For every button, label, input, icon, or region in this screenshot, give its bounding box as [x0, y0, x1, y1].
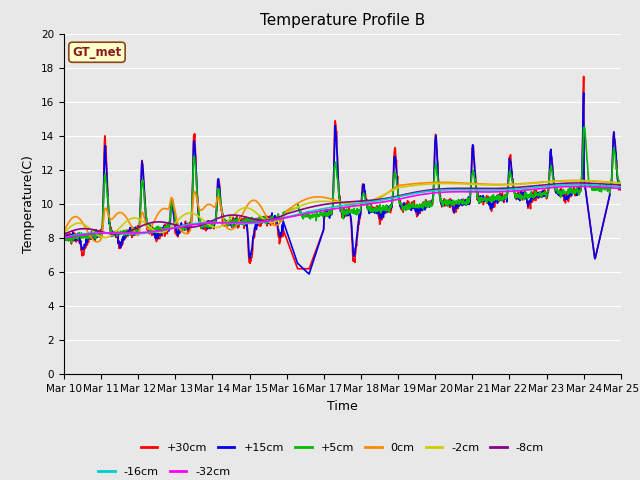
- -32cm: [103, 230, 111, 236]
- +15cm: [617, 184, 625, 190]
- +5cm: [126, 230, 134, 236]
- +15cm: [296, 263, 304, 269]
- -2cm: [126, 216, 134, 222]
- -16cm: [318, 206, 326, 212]
- +30cm: [617, 184, 625, 190]
- -8cm: [296, 207, 304, 213]
- -2cm: [60, 230, 68, 236]
- -16cm: [573, 182, 581, 188]
- Line: +5cm: +5cm: [64, 127, 621, 242]
- 0cm: [104, 209, 111, 215]
- -32cm: [377, 200, 385, 205]
- 0cm: [60, 228, 68, 234]
- Line: -8cm: -8cm: [64, 183, 621, 234]
- Text: GT_met: GT_met: [72, 46, 122, 59]
- +5cm: [318, 213, 326, 218]
- -2cm: [104, 234, 111, 240]
- Title: Temperature Profile B: Temperature Profile B: [260, 13, 425, 28]
- +5cm: [308, 215, 316, 220]
- 0cm: [308, 194, 316, 200]
- 0cm: [378, 194, 385, 200]
- -16cm: [60, 235, 68, 240]
- -8cm: [617, 182, 625, 188]
- -2cm: [572, 178, 579, 183]
- +5cm: [104, 195, 111, 201]
- +5cm: [60, 232, 68, 238]
- -2cm: [101, 235, 109, 240]
- +30cm: [60, 231, 68, 237]
- +5cm: [580, 124, 588, 130]
- -32cm: [573, 183, 581, 189]
- -8cm: [103, 230, 111, 236]
- -2cm: [617, 180, 625, 186]
- +30cm: [103, 172, 111, 178]
- -32cm: [318, 208, 326, 214]
- +5cm: [297, 209, 305, 215]
- -16cm: [296, 211, 304, 216]
- Line: -2cm: -2cm: [64, 180, 621, 238]
- +30cm: [297, 266, 305, 272]
- -32cm: [617, 186, 625, 192]
- Line: +30cm: +30cm: [64, 76, 621, 269]
- -8cm: [126, 228, 134, 234]
- +15cm: [378, 216, 385, 222]
- Line: -32cm: -32cm: [64, 186, 621, 238]
- +5cm: [617, 184, 625, 190]
- -8cm: [573, 180, 581, 186]
- +30cm: [294, 266, 301, 272]
- -32cm: [308, 210, 316, 216]
- -32cm: [296, 212, 304, 218]
- -16cm: [617, 184, 625, 190]
- 0cm: [93, 239, 101, 245]
- +15cm: [308, 262, 316, 268]
- -16cm: [377, 197, 385, 203]
- +15cm: [318, 231, 326, 237]
- -32cm: [126, 230, 134, 236]
- +30cm: [378, 216, 385, 222]
- Line: -16cm: -16cm: [64, 185, 621, 238]
- -2cm: [297, 203, 305, 209]
- -16cm: [308, 208, 316, 214]
- -32cm: [60, 235, 68, 241]
- +30cm: [308, 258, 316, 264]
- -8cm: [377, 196, 385, 202]
- Legend: -16cm, -32cm: -16cm, -32cm: [93, 462, 235, 480]
- +5cm: [378, 205, 385, 211]
- 0cm: [617, 180, 625, 186]
- 0cm: [297, 199, 305, 204]
- -16cm: [103, 230, 111, 236]
- -2cm: [318, 198, 326, 204]
- +5cm: [68, 240, 76, 245]
- -8cm: [308, 204, 316, 210]
- +15cm: [305, 271, 312, 277]
- -16cm: [126, 231, 134, 237]
- -2cm: [308, 199, 316, 205]
- -2cm: [378, 193, 385, 199]
- +15cm: [580, 90, 588, 96]
- 0cm: [126, 221, 134, 227]
- +30cm: [580, 73, 588, 79]
- 0cm: [570, 178, 578, 183]
- -8cm: [318, 202, 326, 208]
- +15cm: [60, 235, 68, 241]
- Line: +15cm: +15cm: [64, 93, 621, 274]
- +15cm: [126, 229, 134, 235]
- Line: 0cm: 0cm: [64, 180, 621, 242]
- 0cm: [318, 194, 326, 200]
- +30cm: [126, 231, 134, 237]
- +15cm: [103, 179, 111, 185]
- +30cm: [318, 231, 326, 237]
- -8cm: [60, 231, 68, 237]
- Y-axis label: Temperature(C): Temperature(C): [22, 155, 35, 253]
- X-axis label: Time: Time: [327, 400, 358, 413]
